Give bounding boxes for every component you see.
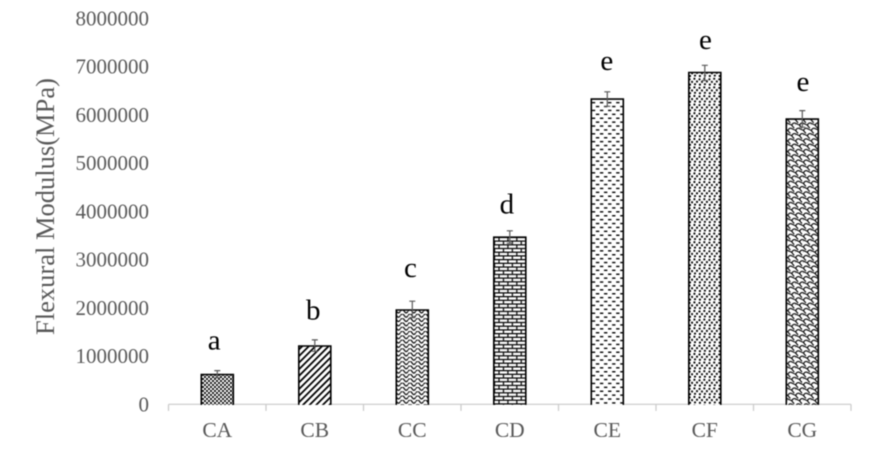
svg-text:0: 0 [139, 392, 150, 416]
svg-text:Flexural Modulus(MPa): Flexural Modulus(MPa) [30, 78, 60, 335]
svg-text:c: c [404, 252, 417, 284]
svg-text:3000000: 3000000 [76, 248, 150, 272]
svg-text:5000000: 5000000 [76, 151, 150, 175]
svg-text:b: b [306, 294, 321, 326]
svg-text:CD: CD [495, 418, 525, 442]
svg-text:e: e [796, 66, 809, 98]
svg-text:8000000: 8000000 [76, 6, 150, 30]
svg-text:4000000: 4000000 [76, 199, 150, 223]
svg-text:CB: CB [300, 418, 329, 442]
svg-text:1000000: 1000000 [76, 344, 150, 368]
svg-text:a: a [208, 325, 221, 357]
svg-text:CG: CG [787, 418, 817, 442]
svg-text:CC: CC [398, 418, 427, 442]
svg-text:e: e [600, 45, 613, 77]
svg-text:e: e [699, 24, 712, 56]
svg-text:CE: CE [594, 418, 621, 442]
svg-text:CA: CA [202, 418, 232, 442]
svg-text:2000000: 2000000 [76, 296, 150, 320]
svg-text:d: d [500, 189, 515, 221]
svg-text:CF: CF [692, 418, 718, 442]
svg-text:6000000: 6000000 [76, 103, 150, 127]
svg-text:7000000: 7000000 [76, 55, 150, 79]
